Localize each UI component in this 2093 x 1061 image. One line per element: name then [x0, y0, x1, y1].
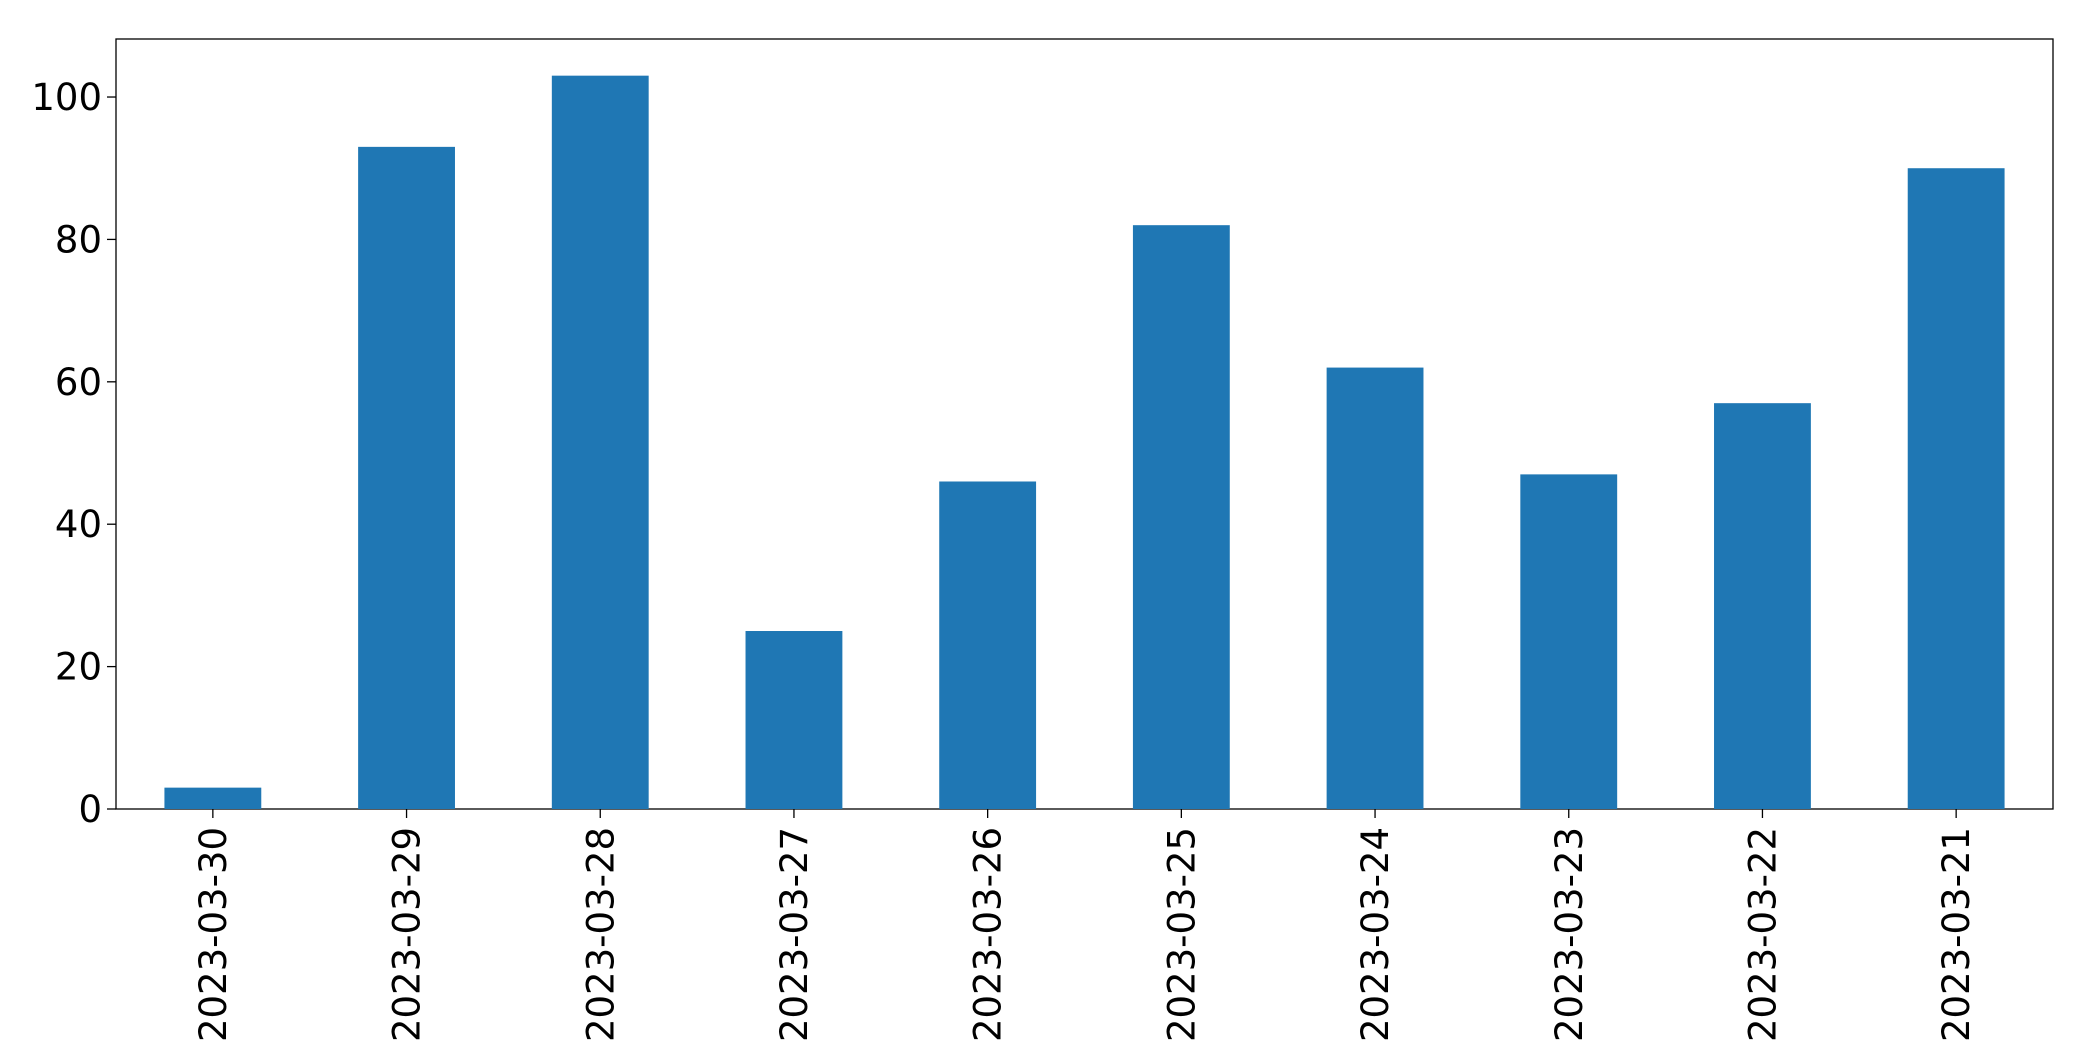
x-tick-label: 2023-03-27	[773, 827, 816, 1042]
x-tick-label: 2023-03-26	[967, 827, 1010, 1042]
bar	[1520, 474, 1618, 809]
plot-frame	[115, 38, 2054, 810]
bar	[939, 481, 1037, 809]
y-tick-label: 20	[55, 646, 102, 689]
x-tick-label: 2023-03-21	[1935, 827, 1978, 1042]
y-tick-label: 0	[78, 788, 102, 831]
bar	[551, 75, 649, 809]
x-tick-label: 2023-03-28	[579, 827, 622, 1042]
bar	[1714, 403, 1811, 809]
bar	[745, 631, 843, 809]
bar	[1326, 367, 1424, 809]
bar	[358, 146, 455, 809]
bar	[1132, 225, 1230, 810]
y-tick-label: 80	[55, 218, 102, 261]
y-tick-label: 100	[31, 76, 102, 119]
x-tick-label: 2023-03-23	[1548, 827, 1591, 1042]
y-tick-label: 60	[55, 361, 102, 404]
bar	[1907, 168, 2005, 810]
x-tick-label: 2023-03-24	[1354, 827, 1397, 1042]
x-tick-label: 2023-03-22	[1741, 827, 1784, 1042]
bar	[164, 787, 262, 809]
x-tick-label: 2023-03-25	[1160, 827, 1203, 1042]
x-tick-label: 2023-03-29	[386, 827, 429, 1042]
x-tick-label: 2023-03-30	[192, 827, 235, 1042]
y-tick-label: 40	[55, 503, 102, 546]
